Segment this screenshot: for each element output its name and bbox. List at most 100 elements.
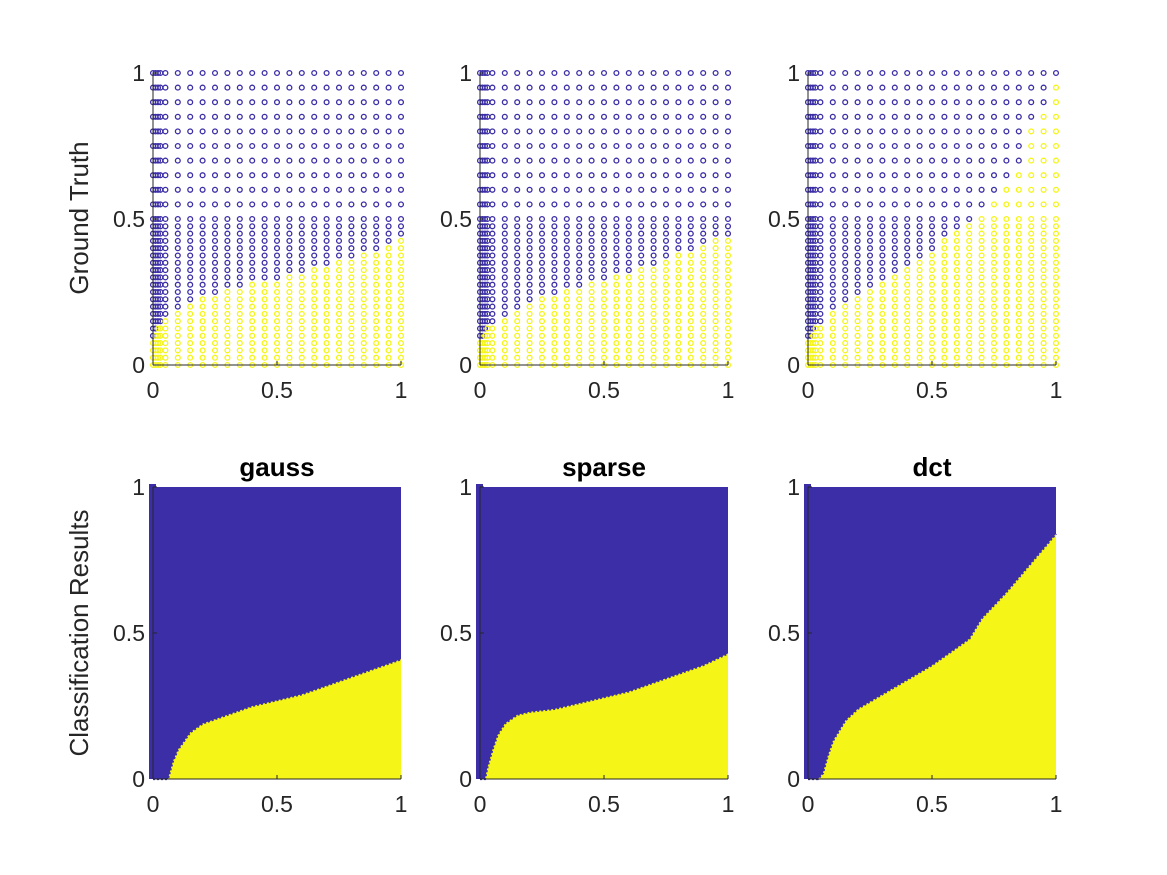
data-point: [199, 84, 206, 91]
data-point: [712, 318, 719, 325]
data-point: [199, 296, 206, 303]
data-point: [687, 318, 694, 325]
data-point: [904, 310, 911, 317]
data-point: [842, 237, 849, 244]
data-point: [348, 310, 355, 317]
data-point: [526, 172, 533, 179]
data-point: [817, 84, 824, 91]
data-point: [904, 215, 911, 223]
data-point: [373, 354, 380, 361]
data-point: [1040, 142, 1047, 150]
data-point: [360, 128, 367, 135]
data-point: [928, 354, 936, 361]
data-point: [675, 142, 682, 150]
data-point: [385, 267, 392, 274]
data-point: [249, 157, 256, 164]
data-point: [625, 230, 632, 237]
data-point: [187, 259, 194, 266]
data-point: [866, 310, 874, 317]
data-point: [551, 281, 558, 288]
data-point: [1040, 245, 1047, 252]
data-point: [588, 347, 595, 354]
data-point: [551, 223, 558, 230]
data-point: [551, 340, 558, 347]
data-point: [650, 288, 657, 296]
data-point: [1015, 245, 1022, 252]
data-point: [1003, 259, 1010, 266]
data-point: [817, 172, 824, 179]
data-point: [211, 223, 219, 230]
data-point: [563, 274, 570, 281]
data-point: [501, 318, 508, 325]
data-point: [978, 245, 985, 252]
data-point: [842, 69, 849, 77]
data-point: [211, 310, 219, 317]
data-point: [538, 99, 546, 106]
data-point: [1052, 215, 1060, 223]
data-point: [261, 84, 268, 91]
data-point: [817, 201, 824, 208]
data-point: [481, 288, 489, 296]
data-point: [675, 310, 682, 317]
data-point: [273, 340, 281, 347]
data-point: [829, 332, 836, 339]
data-point: [662, 230, 670, 237]
data-point: [576, 252, 583, 259]
data-point: [817, 223, 824, 230]
data-point: [481, 354, 489, 361]
data-point: [236, 318, 243, 325]
data-point: [187, 281, 194, 288]
data-point: [928, 128, 936, 135]
data-point: [335, 237, 343, 244]
data-point: [1015, 201, 1022, 208]
data-point: [588, 245, 595, 252]
data-point: [236, 288, 243, 296]
data-point: [700, 281, 707, 288]
data-point: [638, 325, 645, 332]
data-point: [298, 172, 305, 179]
data-point: [879, 201, 886, 208]
data-point: [236, 347, 243, 354]
data-point: [224, 113, 231, 120]
data-point: [1028, 332, 1035, 339]
data-point: [978, 201, 985, 208]
data-point: [481, 252, 489, 259]
data-point: [613, 186, 620, 193]
data-point: [978, 267, 985, 274]
data-point: [809, 354, 817, 361]
data-point: [224, 201, 231, 208]
data-point: [298, 237, 305, 244]
data-point: [625, 215, 632, 223]
data-point: [360, 325, 367, 332]
data-point: [563, 172, 570, 179]
data-point: [650, 84, 657, 91]
data-point: [817, 340, 824, 347]
data-point: [588, 223, 595, 230]
data-point: [154, 142, 162, 150]
data-point: [891, 69, 898, 77]
data-point: [966, 245, 973, 252]
data-point: [916, 354, 923, 361]
data-point: [829, 347, 836, 354]
data-point: [625, 274, 632, 281]
data-point: [675, 332, 682, 339]
data-point: [1028, 318, 1035, 325]
data-point: [613, 99, 620, 106]
data-point: [154, 172, 162, 179]
data-point: [1015, 113, 1022, 120]
data-point: [538, 215, 546, 223]
data-point: [687, 347, 694, 354]
data-point: [613, 281, 620, 288]
data-point: [662, 325, 670, 332]
data-point: [311, 186, 318, 193]
data-point: [675, 230, 682, 237]
data-point: [162, 99, 169, 106]
data-point: [249, 245, 256, 252]
data-point: [514, 128, 521, 135]
data-point: [613, 128, 620, 135]
data-point: [941, 237, 948, 244]
data-point: [966, 186, 973, 193]
data-point: [829, 128, 836, 135]
data-point: [563, 69, 570, 77]
data-point: [224, 237, 231, 244]
